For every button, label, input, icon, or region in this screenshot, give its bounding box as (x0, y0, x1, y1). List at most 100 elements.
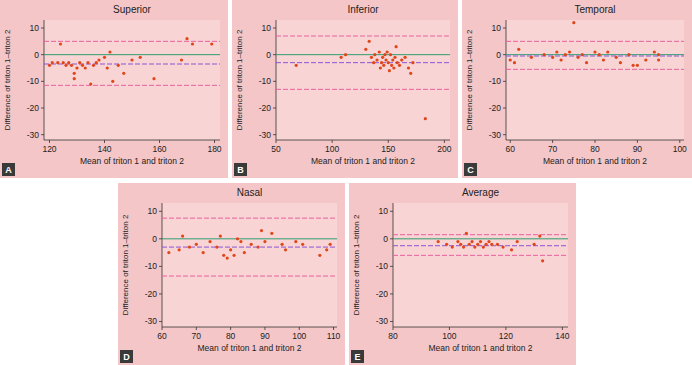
point (653, 50, 656, 53)
point (130, 58, 133, 61)
point (378, 50, 381, 53)
point (56, 61, 59, 64)
point (185, 37, 188, 40)
point (496, 243, 499, 246)
point (368, 40, 371, 43)
point (250, 243, 253, 246)
y-tick-label: -10 (27, 76, 40, 86)
point (329, 243, 332, 246)
point (470, 240, 473, 243)
limit-line (44, 85, 220, 86)
point (516, 240, 519, 243)
x-tick-label: 150 (381, 144, 395, 154)
y-tick (390, 321, 393, 322)
y-axis (44, 20, 45, 140)
x-tick (552, 140, 553, 143)
y-tick (159, 211, 162, 212)
zero-line (276, 54, 450, 55)
x-tick (104, 140, 105, 143)
point (59, 42, 62, 45)
x-tick (332, 140, 333, 143)
plot-marks (44, 37, 220, 86)
point (260, 229, 263, 232)
y-label: Difference of triton 1–triton 2 (465, 29, 474, 130)
point (295, 64, 298, 67)
y-tick (41, 54, 44, 55)
panel: Nasal60708090100110-30-20-10010Mean of t… (118, 183, 345, 365)
x-tick-label: 110 (327, 331, 341, 341)
point (111, 80, 114, 83)
point (208, 240, 211, 243)
point (232, 254, 235, 257)
point (81, 64, 84, 67)
x-tick-label: 80 (590, 144, 600, 154)
point (139, 56, 142, 59)
point (476, 243, 479, 246)
point (89, 82, 92, 85)
panel-background (0, 0, 228, 178)
point (389, 53, 392, 56)
y-tick-label: -10 (489, 76, 502, 86)
y-tick-label: 0 (496, 50, 501, 60)
zero-line (162, 238, 337, 239)
mean-line (276, 62, 450, 63)
y-tick (273, 134, 276, 135)
point (70, 64, 73, 67)
x-tick-label: 50 (271, 144, 281, 154)
y-tick (503, 108, 506, 109)
x-tick-label: 100 (325, 144, 339, 154)
x-axis (162, 327, 337, 328)
x-axis (393, 327, 568, 328)
point (103, 56, 106, 59)
x-tick (595, 140, 596, 143)
x-tick (679, 140, 680, 143)
point (509, 58, 512, 61)
y-tick (503, 28, 506, 29)
y-tick-label: -30 (27, 130, 40, 140)
point (73, 77, 76, 80)
point (152, 77, 155, 80)
point (344, 53, 347, 56)
x-tick-label: 100 (442, 331, 456, 341)
plot-area (506, 20, 684, 140)
point (117, 64, 120, 67)
point (373, 53, 376, 56)
limit-line (162, 218, 337, 219)
point (407, 66, 410, 69)
x-tick-label: 70 (548, 144, 558, 154)
panel: Superior120140160180-30-20-10010Mean of … (0, 0, 228, 178)
x-tick-label: 100 (292, 331, 306, 341)
plot-marks (162, 218, 337, 276)
point (243, 251, 246, 254)
x-tick (264, 327, 265, 330)
point (106, 66, 109, 69)
point (202, 251, 205, 254)
point (482, 245, 485, 248)
x-label: Mean of triton 1 and triton 2 (543, 156, 647, 166)
y-tick-label: 10 (30, 23, 40, 33)
y-tick-label: 0 (34, 50, 39, 60)
point (513, 61, 516, 64)
panel: Average80100120140-30-20-10010Mean of tr… (349, 183, 576, 365)
panel-label-box (464, 163, 477, 176)
point (396, 61, 399, 64)
x-tick-label: 90 (260, 331, 270, 341)
x-tick-label: 140 (555, 331, 569, 341)
x-label: Mean of triton 1 and triton 2 (80, 156, 184, 166)
point (398, 64, 401, 67)
panel: Temporal60708090100-30-20-10010Mean of t… (462, 0, 692, 178)
y-tick-label: -10 (145, 261, 158, 271)
point (388, 69, 391, 72)
point (602, 58, 605, 61)
mean-line (393, 245, 568, 246)
figure: Superior120140160180-30-20-10010Mean of … (0, 0, 692, 365)
panel-label-box (120, 350, 133, 363)
point (479, 240, 482, 243)
point (619, 61, 622, 64)
point (572, 21, 575, 24)
panel-label: D (123, 352, 130, 362)
plot-marks (393, 232, 568, 263)
point (568, 50, 571, 53)
y-tick (159, 321, 162, 322)
point (533, 243, 536, 246)
